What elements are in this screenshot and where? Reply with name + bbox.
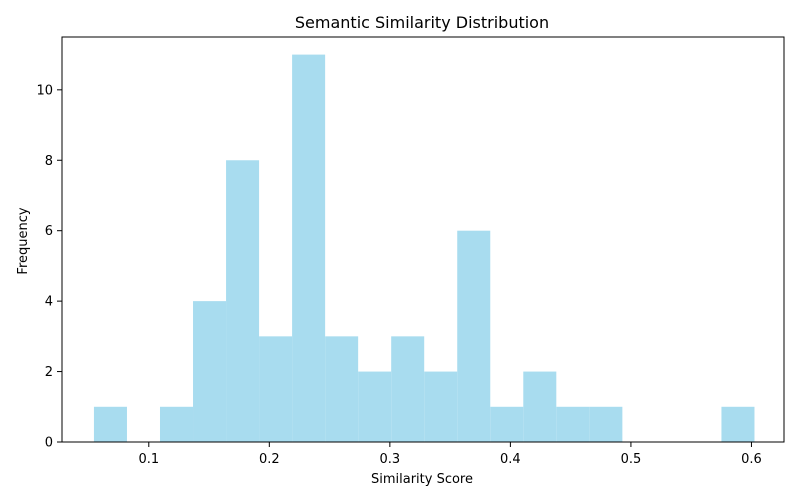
- x-axis-ticks: 0.1 0.2 0.3 0.4 0.5 0.6: [138, 442, 762, 467]
- histogram-bar-15: [589, 406, 623, 442]
- histogram-bar-11: [457, 230, 491, 442]
- x-axis-label: Similarity Score: [371, 472, 473, 487]
- histogram-bar-5: [259, 336, 293, 442]
- histogram-bar-3: [193, 301, 227, 442]
- histogram-bars: [93, 54, 755, 442]
- y-tick-label: 10: [36, 83, 53, 98]
- x-tick-label: 0.2: [259, 452, 280, 467]
- histogram-bar-10: [424, 371, 458, 442]
- histogram-bar-7: [325, 336, 359, 442]
- plot-frame: [61, 36, 785, 443]
- histogram-bar-0: [93, 406, 127, 442]
- y-tick-label: 4: [45, 295, 53, 310]
- histogram-bar-19: [721, 406, 755, 442]
- histogram-bar-9: [391, 336, 425, 442]
- x-tick-label: 0.1: [138, 452, 159, 467]
- y-tick-label: 6: [45, 224, 53, 239]
- chart-title: Semantic Similarity Distribution: [295, 13, 549, 32]
- histogram-bar-14: [556, 406, 590, 442]
- histogram-bar-12: [490, 406, 524, 442]
- x-tick-label: 0.3: [380, 452, 401, 467]
- histogram-bar-8: [358, 371, 392, 442]
- y-axis-ticks: 0 2 4 6 8 10: [36, 83, 62, 451]
- histogram-bar-4: [226, 160, 260, 442]
- y-tick-label: 2: [45, 365, 53, 380]
- histogram-bar-13: [523, 371, 557, 442]
- histogram-bar-2: [159, 406, 194, 442]
- histogram-bar-6: [292, 54, 326, 442]
- y-tick-label: 8: [45, 154, 53, 169]
- y-axis-label: Frequency: [16, 207, 31, 274]
- x-tick-label: 0.4: [500, 452, 521, 467]
- y-tick-label: 0: [45, 436, 53, 451]
- x-tick-label: 0.6: [741, 452, 762, 467]
- x-tick-label: 0.5: [621, 452, 642, 467]
